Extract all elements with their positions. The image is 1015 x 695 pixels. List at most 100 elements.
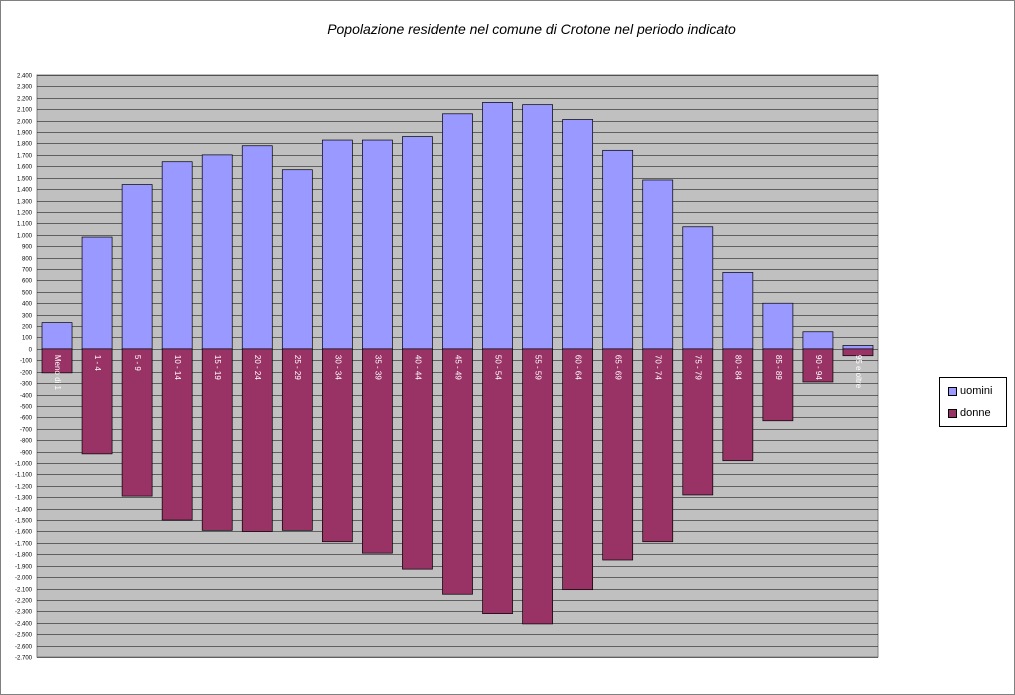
legend-swatch-uomini	[948, 386, 957, 396]
y-tick-label: -1.500	[15, 519, 33, 525]
x-category-label: 10 - 14	[173, 355, 182, 380]
bar-uomini	[482, 102, 513, 350]
y-tick-label: 1.500	[17, 177, 33, 183]
bar-donne	[121, 348, 153, 497]
y-tick-label: 500	[22, 291, 33, 297]
y-tick-label: 200	[22, 325, 33, 331]
bar-uomini	[362, 139, 393, 350]
y-tick-label: -1.200	[15, 485, 33, 491]
bar-uomini	[121, 184, 153, 350]
y-tick-label: 1.800	[17, 142, 33, 148]
bar-uomini	[321, 139, 353, 350]
y-tick-label: -2.700	[15, 656, 33, 662]
bar-donne	[41, 348, 73, 374]
bar-uomini	[642, 179, 674, 350]
x-category-label: 35 - 39	[373, 355, 382, 380]
x-category-label: 95 e oltre	[854, 355, 863, 389]
bar-donne	[161, 348, 193, 521]
y-tick-label: -1.700	[15, 542, 33, 548]
y-tick-label: -300	[20, 382, 33, 388]
y-tick-label: 300	[22, 314, 33, 320]
bar-donne	[281, 348, 313, 531]
bar-donne	[842, 348, 874, 357]
y-tick-label: -2.000	[15, 576, 33, 582]
y-tick-label: -800	[20, 439, 33, 445]
y-tick-label: 1.700	[17, 154, 33, 160]
y-tick-label: 0	[29, 348, 33, 354]
bar-uomini	[842, 345, 874, 350]
y-tick-label: -900	[20, 451, 33, 457]
x-category-label: 50 - 54	[493, 355, 502, 380]
y-tick-label: 1.200	[17, 211, 33, 217]
x-category-label: 90 - 94	[814, 355, 823, 380]
bar-donne	[642, 348, 674, 543]
bar-donne	[201, 348, 233, 531]
y-tick-label: -200	[20, 371, 33, 377]
bar-donne	[722, 348, 754, 462]
bar-uomini	[402, 136, 433, 350]
x-category-label: 70 - 74	[654, 355, 663, 380]
y-tick-label: 1.000	[17, 234, 33, 240]
x-category-label: 20 - 24	[253, 355, 262, 380]
x-category-label: 80 - 84	[734, 355, 743, 380]
y-tick-label: 600	[22, 279, 33, 285]
y-tick-label: 2.100	[17, 108, 33, 114]
x-category-label: 85 - 89	[774, 355, 783, 380]
legend-label-donne: donne	[960, 407, 991, 419]
bar-uomini	[442, 113, 473, 350]
bar-uomini	[522, 104, 553, 350]
y-tick-label: 1.600	[17, 165, 33, 171]
y-tick-label: 2.000	[17, 120, 33, 126]
x-category-label: 15 - 19	[213, 355, 222, 380]
legend-item-donne: donne	[948, 406, 991, 420]
y-tick-label: -700	[20, 428, 33, 434]
bar-donne	[81, 348, 113, 455]
y-tick-label: -1.900	[15, 565, 33, 571]
bar-donne	[241, 348, 273, 532]
y-tick-label: -2.200	[15, 599, 33, 605]
bar-uomini	[241, 145, 273, 350]
legend-item-uomini: uomini	[948, 384, 992, 398]
y-tick-label: -1.600	[15, 530, 33, 536]
bar-donne	[402, 348, 433, 570]
bar-uomini	[602, 149, 634, 350]
x-category-label: 45 - 49	[453, 355, 462, 380]
x-category-label: Meno di 1	[53, 355, 62, 391]
bar-donne	[802, 348, 834, 383]
x-category-label: 5 - 9	[133, 355, 142, 372]
y-tick-label: 2.400	[17, 74, 33, 80]
bar-donne	[442, 348, 473, 595]
legend-swatch-donne	[948, 408, 957, 418]
y-tick-label: -1.100	[15, 473, 33, 479]
bar-uomini	[201, 154, 233, 350]
y-tick-label: 800	[22, 257, 33, 263]
chart-title: Popolazione residente nel comune di Crot…	[327, 21, 736, 37]
y-tick-label: -1.800	[15, 553, 33, 559]
x-category-label: 65 - 69	[614, 355, 623, 380]
y-tick-label: -1.000	[15, 462, 33, 468]
x-category-label: 75 - 79	[694, 355, 703, 380]
x-category-label: 25 - 29	[293, 355, 302, 380]
y-tick-label: -1.300	[15, 496, 33, 502]
bar-donne	[362, 348, 393, 554]
bar-donne	[522, 348, 553, 625]
y-tick-label: 900	[22, 245, 33, 251]
y-tick-label: 1.300	[17, 200, 33, 206]
y-tick-label: -2.600	[15, 645, 33, 651]
bar-uomini	[762, 302, 794, 350]
y-tick-label: 1.400	[17, 188, 33, 194]
x-category-label: 60 - 64	[574, 355, 583, 380]
legend-label-uomini: uomini	[960, 385, 993, 397]
y-tick-label: -400	[20, 394, 33, 400]
bar-donne	[321, 348, 353, 543]
bar-uomini	[161, 161, 193, 350]
bar-donne	[602, 348, 634, 561]
y-tick-label: -2.400	[15, 622, 33, 628]
x-category-label: 55 - 59	[533, 355, 542, 380]
y-tick-label: -2.500	[15, 633, 33, 639]
y-tick-label: -1.400	[15, 508, 33, 514]
y-tick-label: 2.200	[17, 97, 33, 103]
y-tick-label: 2.300	[17, 85, 33, 91]
y-tick-label: -600	[20, 416, 33, 422]
